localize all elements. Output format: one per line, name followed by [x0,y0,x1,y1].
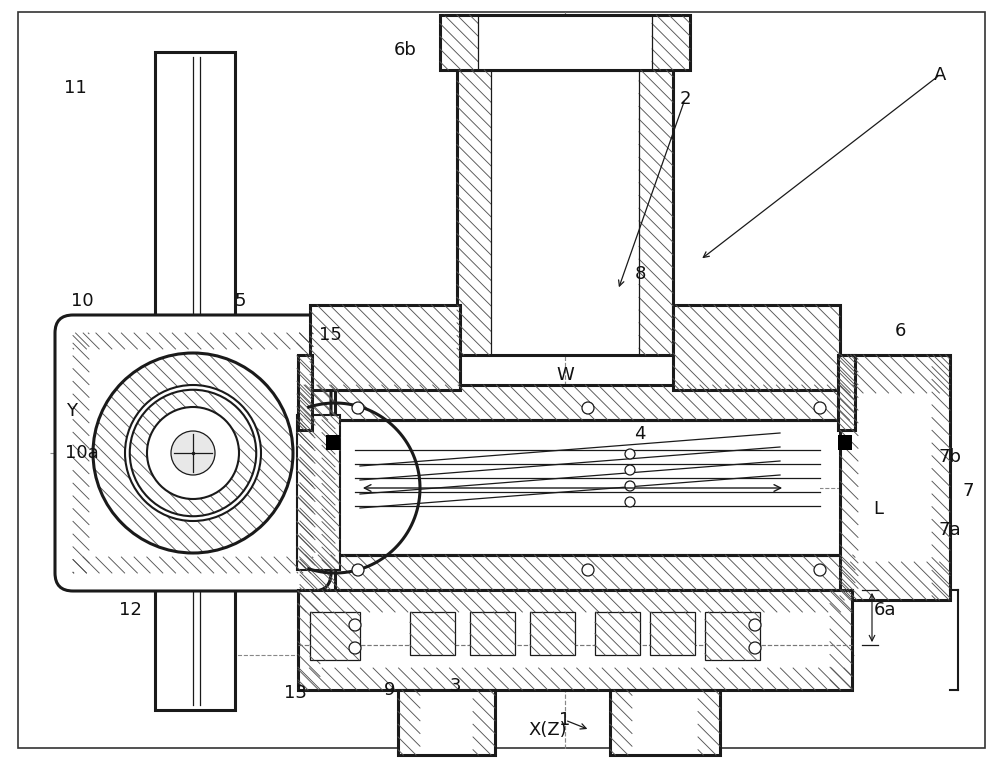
Bar [155,52,235,710]
Bar [335,420,855,555]
Text: 10: 10 [71,292,93,310]
Circle shape [749,642,761,654]
Circle shape [625,465,635,475]
Text: 6b: 6b [394,40,416,59]
Bar [335,420,820,555]
Circle shape [352,564,364,576]
Text: L: L [873,500,883,518]
Circle shape [349,642,361,654]
Text: 10a: 10a [65,444,99,463]
Bar [300,385,855,420]
FancyBboxPatch shape [55,315,331,591]
Circle shape [171,431,215,475]
Text: 6a: 6a [874,600,896,619]
Text: 7: 7 [962,482,974,501]
Circle shape [625,449,635,459]
Bar [595,612,640,655]
Bar [838,435,852,450]
Bar [298,355,312,430]
Bar [650,612,695,655]
Bar [320,612,830,668]
Bar [440,15,690,70]
Text: X(Z): X(Z) [529,721,567,739]
Bar [530,612,575,655]
Text: 1: 1 [559,711,571,729]
Circle shape [147,407,239,499]
Bar [310,305,460,390]
Bar [298,590,852,690]
Circle shape [625,497,635,507]
Text: 15: 15 [319,326,341,344]
Text: 3: 3 [449,677,461,695]
Text: Y: Y [67,402,78,421]
Text: 5: 5 [234,292,246,310]
Circle shape [125,385,261,521]
Bar [457,70,673,355]
Circle shape [582,402,594,414]
Text: 13: 13 [284,684,306,703]
Circle shape [625,481,635,491]
Bar [838,355,855,430]
Bar [300,555,855,590]
Circle shape [352,402,364,414]
Bar [705,612,760,660]
Bar [470,612,515,655]
Text: 8: 8 [634,265,646,283]
Text: 4: 4 [634,425,646,443]
Circle shape [814,564,826,576]
Bar [410,612,455,655]
Text: 9: 9 [384,680,396,699]
Circle shape [582,564,594,576]
Circle shape [749,619,761,631]
Bar [610,690,720,755]
Bar [300,385,335,590]
Circle shape [814,402,826,414]
Bar [398,690,495,755]
Text: 7a: 7a [939,520,961,539]
Text: 6: 6 [894,322,906,341]
Bar [326,435,340,450]
Text: W: W [556,366,574,384]
Text: 12: 12 [119,600,141,619]
Bar [673,305,840,390]
Bar [840,355,950,600]
Bar [297,415,340,570]
Text: 2: 2 [679,90,691,108]
Text: A: A [934,66,946,84]
Text: 7b: 7b [938,448,962,466]
Text: 11: 11 [64,78,86,97]
Circle shape [349,619,361,631]
Bar [310,612,360,660]
